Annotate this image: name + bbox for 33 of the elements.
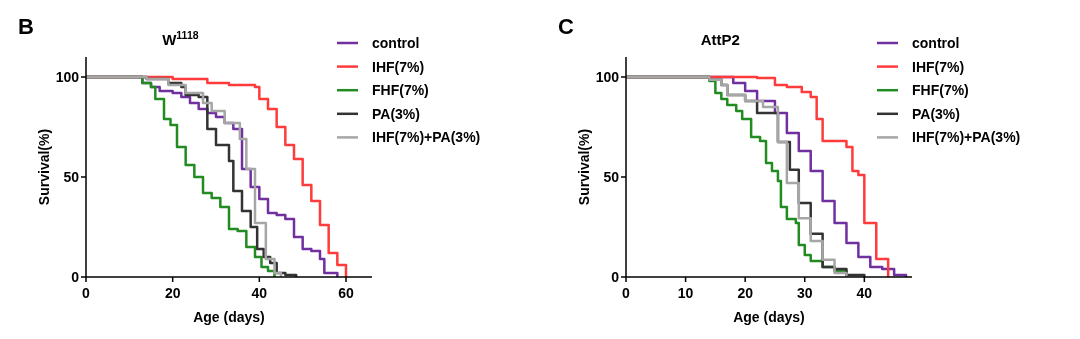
x-tick-label: 40 <box>856 285 873 301</box>
legend-label: IHF(7%) <box>912 58 965 75</box>
legend-label: IHF(7%)+PA(3%) <box>372 129 481 146</box>
legend-label: control <box>912 35 960 51</box>
y-axis-title: Survival(%) <box>36 128 52 206</box>
legend-label: IHF(7%) <box>372 58 425 75</box>
text: C <box>558 14 574 39</box>
legend-label: control <box>372 35 420 51</box>
y-tick-label: 50 <box>603 169 620 185</box>
x-tick-label: 0 <box>622 285 631 301</box>
legend-label: FHF(7%) <box>372 82 429 99</box>
x-axis-title: Age (days) <box>193 309 265 325</box>
x-tick-label: 60 <box>338 285 354 301</box>
chart-title: AttP2 <box>700 31 740 48</box>
y-axis-title: Survival(%) <box>576 128 592 206</box>
x-tick-label: 20 <box>164 285 181 301</box>
y-tick-label: 50 <box>63 169 80 185</box>
legend-label: PA(3%) <box>372 105 420 122</box>
x-tick-label: 20 <box>737 285 754 301</box>
legend-label: FHF(7%) <box>912 82 969 99</box>
legend-label: IHF(7%)+PA(3%) <box>912 129 1021 146</box>
y-tick-label: 0 <box>611 269 620 285</box>
x-tick-label: 0 <box>82 285 91 301</box>
chart-title: W$^{1118}$ <box>162 29 199 48</box>
x-tick-label: 10 <box>677 285 694 301</box>
x-axis-title: Age (days) <box>733 309 805 325</box>
x-tick-label: 40 <box>251 285 268 301</box>
legend-label: PA(3%) <box>912 105 960 122</box>
y-tick-label: 100 <box>55 69 80 85</box>
x-tick-label: 30 <box>796 285 813 301</box>
text: B <box>18 14 34 39</box>
y-tick-label: 0 <box>71 269 80 285</box>
y-tick-label: 100 <box>595 69 620 85</box>
